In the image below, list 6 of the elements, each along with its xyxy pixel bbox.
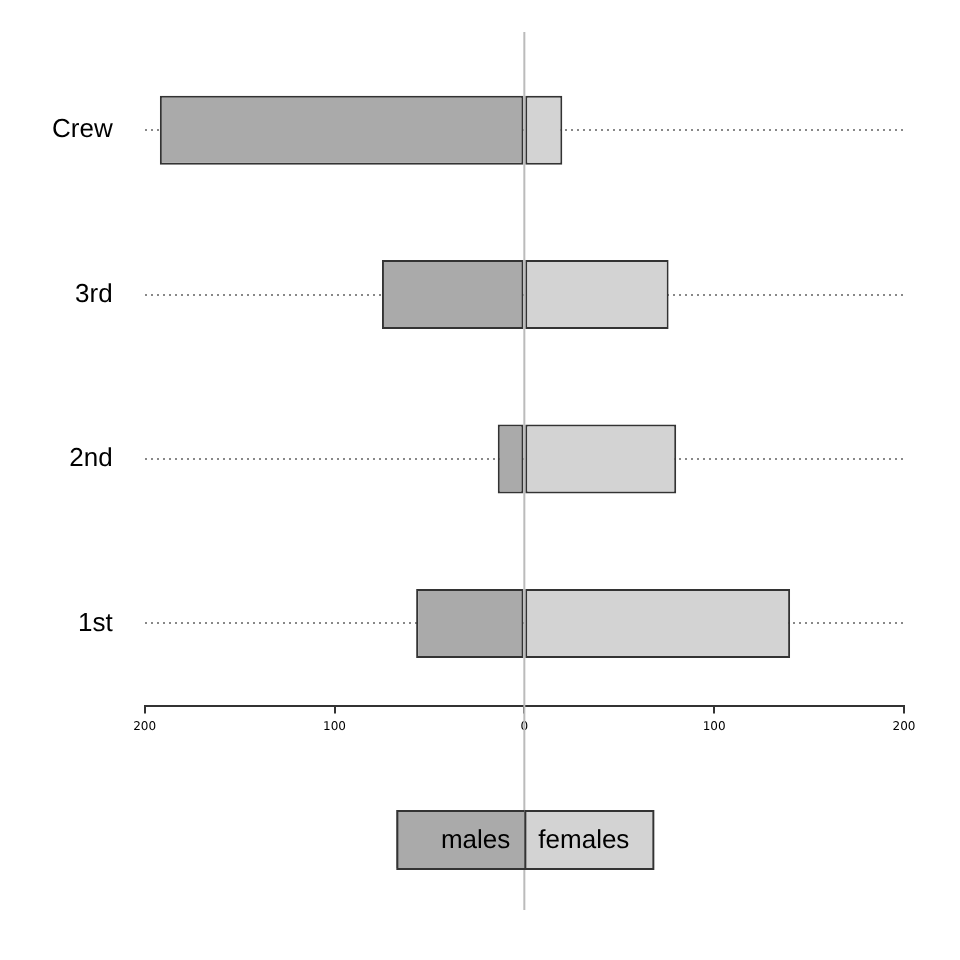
text: males	[440, 824, 512, 855]
text: females	[538, 824, 631, 855]
y-tick-label: 3rd	[75, 277, 113, 308]
y-tick-label: Crew	[51, 113, 114, 144]
y-tick-label: 2nd	[69, 442, 113, 473]
y-tick-label: 1st	[77, 606, 114, 637]
